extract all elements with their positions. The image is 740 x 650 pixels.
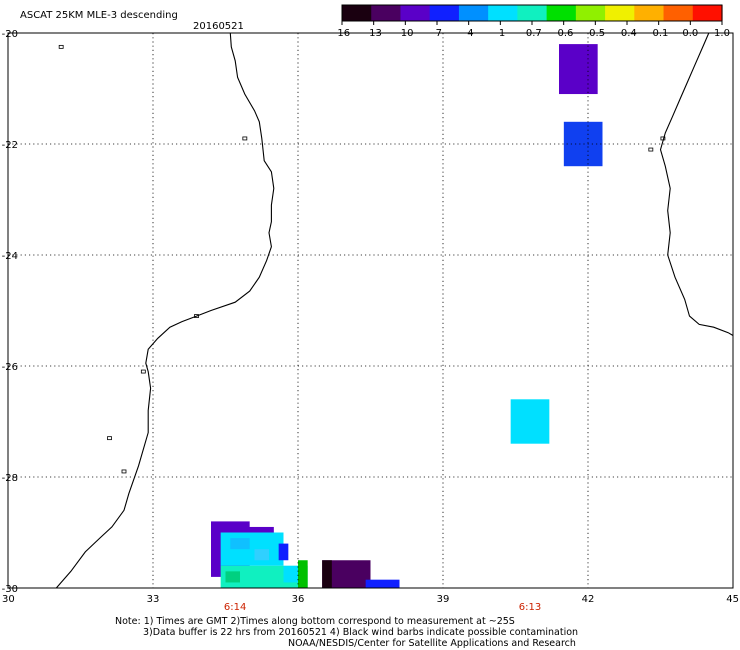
longitude-tick-labels: 30 33 36 39 42 45 <box>2 594 739 605</box>
data-cell <box>298 560 308 588</box>
island-outline <box>660 136 666 141</box>
colorbar-swatch <box>517 5 548 21</box>
lat-tick-label: -30 <box>2 584 18 595</box>
island-outline <box>58 44 64 49</box>
note-line-2: 3)Data buffer is 22 hrs from 20160521 4)… <box>143 627 578 638</box>
data-cell <box>225 571 240 583</box>
pass-time-labels: 6:14 6:13 <box>224 602 541 613</box>
data-cell <box>230 538 250 550</box>
lat-tick-label: -20 <box>2 29 18 40</box>
island-outline <box>242 136 248 141</box>
africa-coastline <box>55 32 275 589</box>
lon-tick-label: 30 <box>2 594 15 605</box>
lon-tick-label: 45 <box>726 594 739 605</box>
map-title: ASCAT 25KM MLE-3 descending <box>20 10 178 21</box>
colorbar-swatch <box>488 5 518 21</box>
data-cell <box>365 579 400 588</box>
colorbar <box>341 4 723 25</box>
colorbar-swatch <box>371 5 402 21</box>
lon-tick-label: 36 <box>292 594 305 605</box>
lat-tick-label: -26 <box>2 362 18 373</box>
lat-tick-label: -28 <box>2 473 18 484</box>
data-cell <box>220 532 284 566</box>
colorbar-swatch <box>546 5 577 21</box>
lon-tick-label: 39 <box>437 594 450 605</box>
map-frame <box>7 32 734 589</box>
island-outline <box>140 369 146 374</box>
data-cell <box>278 543 289 561</box>
colorbar-swatch <box>575 5 606 21</box>
data-cell <box>254 549 269 561</box>
colorbar-swatch <box>692 5 723 21</box>
pass-time-label: 6:13 <box>519 602 541 613</box>
pass-time-label: 6:14 <box>224 602 246 613</box>
note-line-1: Note: 1) Times are GMT 2)Times along bot… <box>115 616 515 627</box>
data-cell <box>322 560 332 588</box>
map-date: 20160521 <box>193 21 244 32</box>
data-cell <box>559 44 598 95</box>
colorbar-swatch <box>634 5 665 21</box>
island-outline <box>194 314 199 318</box>
colorbar-swatch <box>429 5 460 21</box>
data-cell <box>510 399 550 444</box>
latitude-tick-labels: -20 -22 -24 -26 -28 -30 <box>2 29 18 595</box>
note-line-3: NOAA/NESDIS/Center for Satellite Applica… <box>288 638 576 649</box>
colorbar-swatch <box>342 5 372 21</box>
data-cell <box>244 526 274 533</box>
madagascar-coastline <box>659 32 734 336</box>
island-outline <box>121 469 127 474</box>
data-cell <box>283 565 298 583</box>
colorbar-swatch <box>605 5 635 21</box>
data-cells <box>211 44 603 588</box>
lat-lon-grid <box>8 33 733 588</box>
island-outline <box>107 436 112 441</box>
lat-tick-label: -24 <box>2 251 18 262</box>
colorbar-swatch <box>663 5 694 21</box>
colorbar-swatch <box>400 5 431 21</box>
coastlines <box>55 32 734 589</box>
lon-tick-label: 33 <box>147 594 160 605</box>
lat-tick-label: -22 <box>2 140 18 151</box>
lon-tick-label: 42 <box>582 594 595 605</box>
island-outline <box>648 147 654 152</box>
colorbar-swatch <box>458 5 489 21</box>
